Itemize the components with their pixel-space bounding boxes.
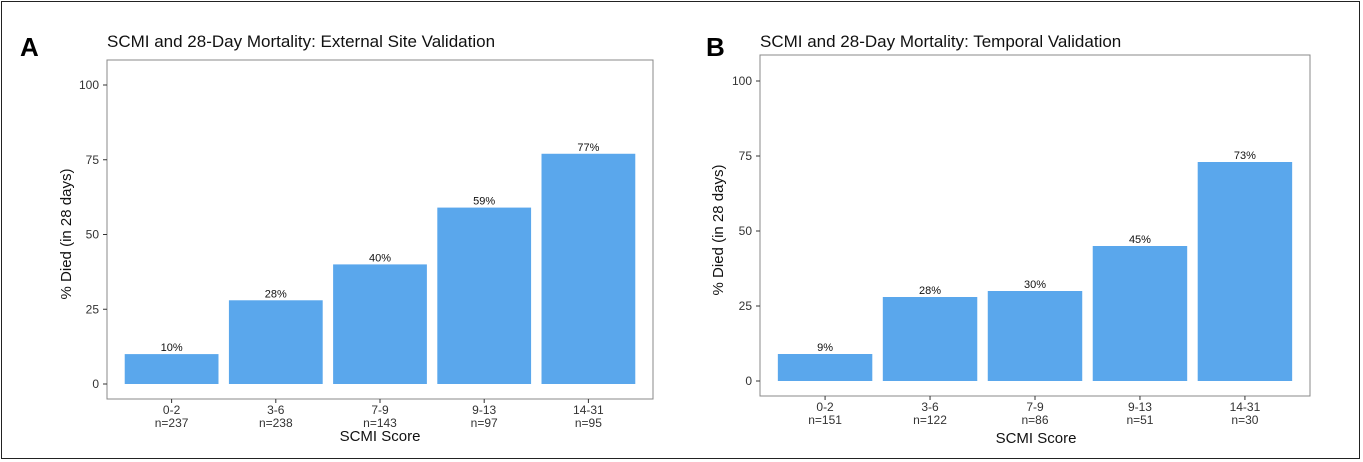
panel-b-bar-value-label: 73% (1234, 150, 1256, 162)
panel-a-y-tick-label: 0 (92, 377, 99, 391)
panel-a-bar-value-label: 77% (577, 142, 599, 154)
panel-b-y-tick-label: 25 (739, 299, 753, 313)
panel-b-bar-value-label: 28% (919, 285, 941, 297)
panel-a-y-tick-label: 75 (86, 153, 100, 167)
panel-a-x-tick-count: n=237 (155, 416, 189, 430)
panel-a-y-axis-label: % Died (in 28 days) (58, 169, 75, 300)
panel-a-bar (333, 264, 427, 384)
panel-a-x-tick-label: 7-9 (371, 403, 389, 417)
panel-a-bar (124, 354, 219, 384)
panel-a-bar-value-label: 10% (161, 342, 183, 354)
panel-b-x-tick-label: 0-2 (816, 400, 834, 414)
panel-b-x-tick-count: n=86 (1021, 413, 1048, 427)
panel-b: B SCMI and 28-Day Mortality: Temporal Va… (706, 32, 1311, 447)
panel-b-x-tick-count: n=30 (1231, 413, 1258, 427)
panel-a-bar (437, 207, 532, 384)
panel-b-bar (987, 291, 1083, 381)
panel-b-x-tick-label: 3-6 (921, 400, 939, 414)
panel-a-x-tick-count: n=95 (575, 416, 602, 430)
panel-b-y-axis-label: % Died (in 28 days) (710, 165, 727, 296)
panel-a: A SCMI and 28-Day Mortality: External Si… (20, 32, 654, 445)
panel-b-y-tick-label: 0 (745, 374, 752, 388)
panel-b-bar-value-label: 30% (1024, 279, 1046, 291)
panel-b-bar (1197, 162, 1293, 381)
panel-b-x-tick-label: 7-9 (1026, 400, 1044, 414)
panel-b-title: SCMI and 28-Day Mortality: Temporal Vali… (760, 32, 1121, 51)
panel-b-x-tick-count: n=122 (913, 413, 947, 427)
panel-b-letter: B (706, 32, 725, 62)
panel-b-bar (1092, 246, 1188, 381)
panel-a-letter: A (20, 32, 39, 62)
panel-b-bar (882, 297, 978, 381)
panel-a-x-axis-label: SCMI Score (340, 428, 421, 445)
panel-a-bar (228, 300, 323, 384)
panel-a-x-tick-count: n=97 (471, 416, 498, 430)
panel-b-bar (777, 354, 873, 381)
panel-b-x-tick-label: 9-13 (1128, 400, 1152, 414)
panel-b-y-tick-label: 50 (739, 224, 753, 238)
panel-b-bar-value-label: 45% (1129, 234, 1151, 246)
panel-a-bar-value-label: 28% (265, 288, 287, 300)
panel-a-x-tick-label: 3-6 (267, 403, 285, 417)
panel-a-title: SCMI and 28-Day Mortality: External Site… (107, 32, 495, 51)
panel-a-x-tick-count: n=143 (363, 416, 397, 430)
panel-a-x-tick-count: n=238 (259, 416, 293, 430)
panel-b-x-axis-label: SCMI Score (996, 430, 1077, 447)
panel-a-x-tick-label: 0-2 (163, 403, 181, 417)
panel-b-x-tick-count: n=51 (1126, 413, 1153, 427)
panel-a-y-tick-label: 100 (79, 78, 99, 92)
panel-b-x-tick-label: 14-31 (1230, 400, 1261, 414)
panel-a-y-tick-label: 25 (86, 302, 100, 316)
panel-b-y-tick-label: 75 (739, 149, 753, 163)
panel-b-y-tick-label: 100 (732, 74, 752, 88)
panel-a-bar-value-label: 59% (473, 196, 495, 208)
panel-a-x-tick-label: 14-31 (573, 403, 604, 417)
panel-b-x-tick-count: n=151 (808, 413, 842, 427)
panel-a-x-tick-label: 9-13 (472, 403, 496, 417)
panel-a-bar (541, 153, 636, 384)
panel-b-bar-value-label: 9% (817, 342, 833, 354)
panel-a-bar-value-label: 40% (369, 252, 391, 264)
panel-a-y-tick-label: 50 (86, 228, 100, 242)
